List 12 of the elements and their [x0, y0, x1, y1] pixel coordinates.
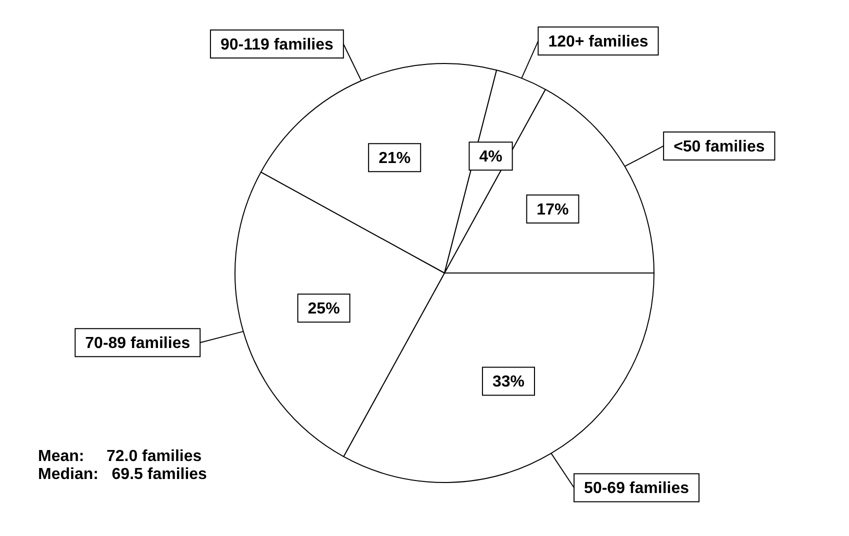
text: Mean: 72.0 families	[38, 448, 203, 466]
data-label: 4%	[479, 148, 502, 166]
slice-label: 70-89 families	[85, 335, 190, 352]
slice-label: <50 families	[674, 138, 765, 156]
slice-label: 90-119 families	[220, 36, 334, 54]
data-label: 21%	[378, 150, 411, 168]
slice-label: 50-69 families	[584, 480, 690, 498]
text: Median: 69.5 families	[38, 466, 207, 484]
data-label: 25%	[308, 300, 340, 318]
slice-label: 120+ families	[548, 33, 648, 50]
data-label: 17%	[536, 201, 569, 218]
data-label: 33%	[492, 374, 524, 391]
